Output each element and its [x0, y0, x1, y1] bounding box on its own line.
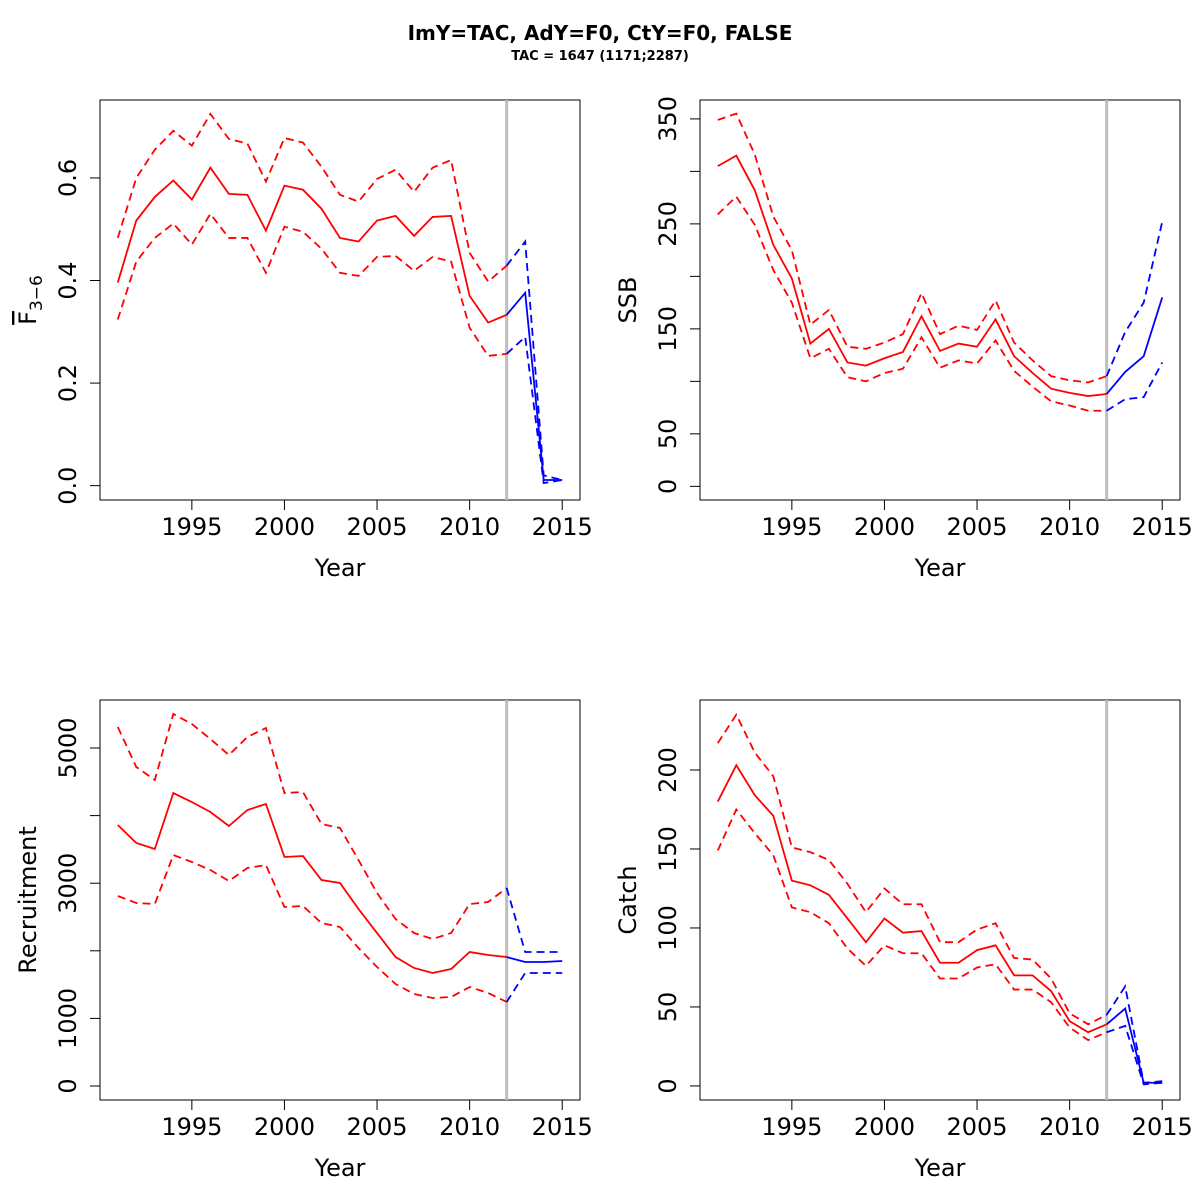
y-tick-label: 0.2	[54, 364, 82, 402]
x-tick-label: 2005	[946, 513, 1007, 541]
y-tick-label: 350	[654, 96, 682, 142]
estimate-line	[506, 956, 563, 963]
plot-frame	[99, 99, 581, 501]
x-axis-title: Year	[314, 554, 366, 582]
confidence-line	[117, 853, 508, 1003]
y-tick-label: 0	[654, 479, 682, 494]
x-tick-label: 2015	[532, 513, 593, 541]
estimate-line	[505, 290, 563, 481]
confidence-line	[717, 712, 1108, 1026]
confidence-line	[506, 335, 563, 485]
y-tick-label: 200	[654, 747, 682, 793]
y-tick-label: 0.6	[54, 159, 82, 197]
x-tick-label: 1995	[161, 513, 222, 541]
y-axis-title: Recruitment	[14, 826, 42, 973]
confidence-line	[505, 239, 563, 481]
y-tick-label: 0	[654, 1078, 682, 1093]
y-tick-label: 0.4	[54, 261, 82, 299]
y-tick-label: 150	[654, 826, 682, 872]
y-axis-title-main: Catch	[614, 865, 642, 934]
panel: 1995 2000 2005 2010 2015 0 50 100 150 200 Year Catc…	[614, 699, 1193, 1182]
y-axis-title-sub: 3−6	[27, 275, 47, 311]
y-tick-label: 0	[54, 1078, 82, 1093]
x-tick-label: 1995	[161, 1113, 222, 1141]
y-tick-label: 3000	[54, 853, 82, 914]
estimate-line	[1106, 1006, 1163, 1084]
figure-subtitle: TAC = 1647 (1171;2287)	[511, 49, 689, 64]
y-tick-label: 250	[654, 201, 682, 247]
x-tick-label: 2000	[854, 1113, 915, 1141]
y-tick-label: 5000	[54, 717, 82, 778]
x-tick-label: 2010	[1039, 1113, 1100, 1141]
x-tick-label: 2000	[254, 513, 315, 541]
x-tick-label: 2000	[254, 1113, 315, 1141]
confidence-line	[116, 712, 508, 940]
x-tick-label: 1995	[761, 1113, 822, 1141]
y-axis-title-main: F	[14, 311, 42, 325]
y-axis-title: F3−6	[14, 275, 47, 325]
panel: 1995 2000 2005 2010 2015 0.0 0.2 0.4 0.6 Year F3−6	[14, 99, 593, 582]
confidence-line	[116, 112, 508, 283]
confidence-line	[717, 195, 1107, 412]
y-tick-label: 1000	[54, 988, 82, 1049]
x-tick-label: 2010	[439, 1113, 500, 1141]
estimate-line	[716, 763, 1108, 1034]
y-tick-label: 50	[654, 419, 682, 450]
x-tick-label: 2010	[1039, 513, 1100, 541]
y-axis-title: SSB	[614, 277, 642, 324]
confidence-line	[716, 807, 1108, 1042]
figure-title: ImY=TAC, AdY=F0, CtY=F0, FALSE	[408, 21, 793, 45]
x-tick-label: 1995	[761, 513, 822, 541]
x-tick-label: 2015	[1132, 1113, 1193, 1141]
confidence-line	[1106, 362, 1164, 412]
confidence-line	[505, 972, 563, 1003]
x-axis-title: Year	[314, 1154, 366, 1182]
confidence-line	[116, 212, 507, 357]
x-tick-label: 2000	[854, 513, 915, 541]
plot-frame	[699, 699, 1181, 1101]
estimate-line	[116, 166, 508, 324]
y-tick-label: 100	[654, 905, 682, 951]
panel: 1995 2000 2005 2010 2015 0 1000 3000 5000 Year Rec…	[14, 699, 593, 1182]
y-axis-title-main: SSB	[614, 277, 642, 324]
x-tick-label: 2015	[1132, 513, 1193, 541]
estimate-line	[117, 791, 507, 974]
x-axis-title: Year	[914, 554, 966, 582]
x-axis-title: Year	[914, 1154, 966, 1182]
x-tick-label: 2010	[439, 513, 500, 541]
y-tick-label: 150	[654, 306, 682, 352]
x-tick-label: 2005	[346, 1113, 407, 1141]
x-tick-label: 2005	[946, 1113, 1007, 1141]
confidence-line	[1105, 221, 1164, 377]
y-axis-title-main: Recruitment	[14, 826, 42, 973]
confidence-line	[505, 887, 563, 953]
y-axis-title: Catch	[614, 865, 642, 934]
plot-frame	[99, 699, 581, 1101]
plot-frame	[699, 99, 1181, 501]
x-tick-label: 2005	[346, 513, 407, 541]
estimate-line	[717, 154, 1107, 397]
y-tick-label: 50	[654, 992, 682, 1023]
panel: 1995 2000 2005 2010 2015 0 50 150 250 350 Year SSB	[614, 96, 1193, 582]
confidence-line	[717, 112, 1107, 384]
estimate-line	[1105, 297, 1164, 395]
y-tick-label: 0.0	[54, 467, 82, 505]
x-tick-label: 2015	[532, 1113, 593, 1141]
confidence-line	[1105, 984, 1163, 1084]
